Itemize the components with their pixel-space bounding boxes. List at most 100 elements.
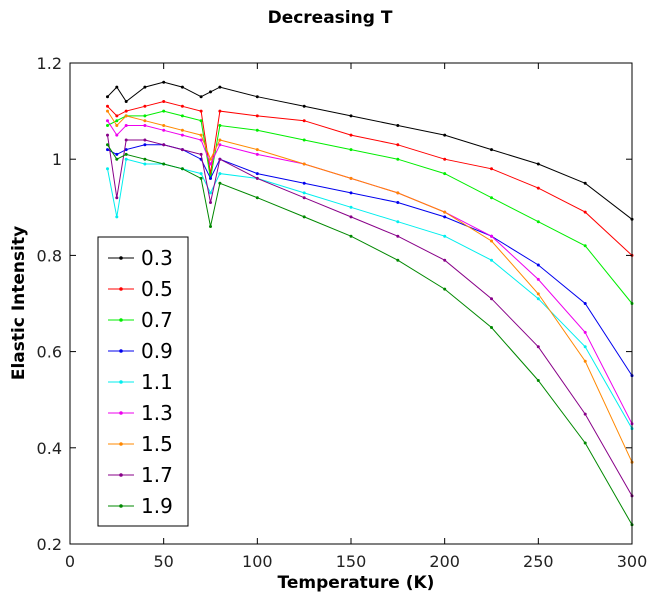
series-line-0.5 bbox=[107, 100, 633, 256]
data-point bbox=[583, 359, 587, 363]
data-point bbox=[349, 176, 353, 180]
series-line-0.7 bbox=[107, 110, 633, 304]
data-point bbox=[143, 114, 147, 118]
data-point bbox=[443, 258, 447, 262]
data-point bbox=[218, 181, 222, 185]
data-point bbox=[209, 162, 212, 166]
y-tick-label: 0.4 bbox=[37, 439, 62, 458]
data-point bbox=[124, 109, 128, 113]
data-point bbox=[209, 191, 212, 195]
data-point bbox=[115, 196, 119, 200]
legend-label: 1.3 bbox=[141, 401, 173, 425]
data-point bbox=[106, 167, 109, 171]
data-point bbox=[218, 109, 222, 113]
data-point bbox=[583, 330, 587, 334]
legend-label: 0.9 bbox=[141, 339, 173, 363]
data-point bbox=[106, 124, 109, 127]
legend-label: 1.1 bbox=[141, 370, 173, 394]
series-line-1.5 bbox=[107, 110, 633, 463]
data-point bbox=[209, 225, 212, 228]
x-tick-label: 50 bbox=[153, 552, 173, 571]
data-point bbox=[115, 133, 119, 137]
legend-marker bbox=[119, 504, 123, 508]
data-point bbox=[583, 345, 587, 349]
data-point bbox=[255, 128, 259, 132]
data-point bbox=[490, 326, 493, 329]
data-point bbox=[536, 379, 540, 382]
data-point bbox=[162, 162, 166, 166]
data-point bbox=[218, 124, 222, 127]
data-point bbox=[115, 152, 119, 156]
data-point bbox=[536, 263, 540, 267]
data-point bbox=[583, 244, 587, 248]
data-point bbox=[180, 85, 184, 89]
data-point bbox=[143, 162, 147, 166]
chart-title: Decreasing T bbox=[268, 8, 393, 28]
data-point bbox=[106, 95, 109, 99]
data-point bbox=[302, 138, 306, 142]
data-point bbox=[302, 104, 306, 108]
data-point bbox=[115, 157, 119, 161]
x-tick-label: 0 bbox=[65, 552, 75, 571]
data-point bbox=[536, 220, 540, 224]
data-point bbox=[199, 176, 203, 180]
data-point bbox=[490, 258, 493, 262]
series-line-1.1 bbox=[107, 158, 633, 429]
data-point bbox=[255, 148, 259, 152]
data-point bbox=[162, 128, 166, 132]
data-point bbox=[255, 152, 259, 156]
data-point bbox=[490, 196, 493, 200]
data-point bbox=[255, 172, 259, 176]
data-point bbox=[349, 114, 353, 118]
data-point bbox=[115, 124, 119, 127]
data-point bbox=[199, 138, 203, 142]
data-point bbox=[218, 138, 222, 142]
axis-ticks: 0 50 100 150 200 250 300 0.2 0.4 0.6 0.8 1 1.2 bbox=[37, 54, 648, 571]
data-point bbox=[490, 297, 493, 301]
data-point bbox=[490, 234, 493, 238]
data-point bbox=[199, 109, 203, 113]
data-point bbox=[443, 287, 447, 291]
x-tick-label: 300 bbox=[617, 552, 648, 571]
data-point bbox=[115, 215, 119, 219]
data-point bbox=[443, 234, 447, 238]
data-point bbox=[199, 172, 203, 176]
data-point bbox=[536, 186, 540, 190]
data-point bbox=[180, 104, 184, 108]
y-tick-label: 1.2 bbox=[37, 54, 62, 73]
data-point bbox=[349, 234, 353, 238]
data-point bbox=[490, 167, 493, 171]
series-line-0.9 bbox=[107, 144, 633, 376]
data-point bbox=[162, 124, 166, 127]
data-point bbox=[255, 95, 259, 99]
legend: 0.3 0.5 0.7 0.9 1.1 1.3 1.5 1.7 1.9 bbox=[97, 236, 189, 527]
legend-marker bbox=[119, 380, 123, 384]
data-point bbox=[396, 143, 400, 147]
data-point bbox=[583, 181, 587, 185]
legend-marker bbox=[119, 256, 123, 260]
data-point bbox=[349, 191, 353, 195]
data-point bbox=[124, 148, 128, 152]
data-point bbox=[443, 215, 447, 219]
data-point bbox=[199, 95, 203, 99]
data-point bbox=[124, 157, 128, 161]
data-point bbox=[143, 119, 147, 123]
data-point bbox=[209, 157, 212, 161]
data-point bbox=[255, 176, 259, 180]
data-point bbox=[124, 124, 128, 127]
data-point bbox=[143, 138, 147, 142]
data-point bbox=[218, 143, 222, 147]
data-point bbox=[162, 143, 166, 147]
data-point bbox=[583, 441, 587, 445]
data-point bbox=[162, 80, 166, 84]
data-point bbox=[124, 100, 128, 103]
data-point bbox=[162, 100, 166, 103]
data-point bbox=[490, 239, 493, 243]
y-tick-label: 0.2 bbox=[37, 535, 62, 554]
data-point bbox=[443, 133, 447, 137]
data-point bbox=[124, 138, 128, 142]
data-point bbox=[396, 201, 400, 204]
data-point bbox=[199, 133, 203, 137]
legend-marker bbox=[119, 442, 123, 446]
